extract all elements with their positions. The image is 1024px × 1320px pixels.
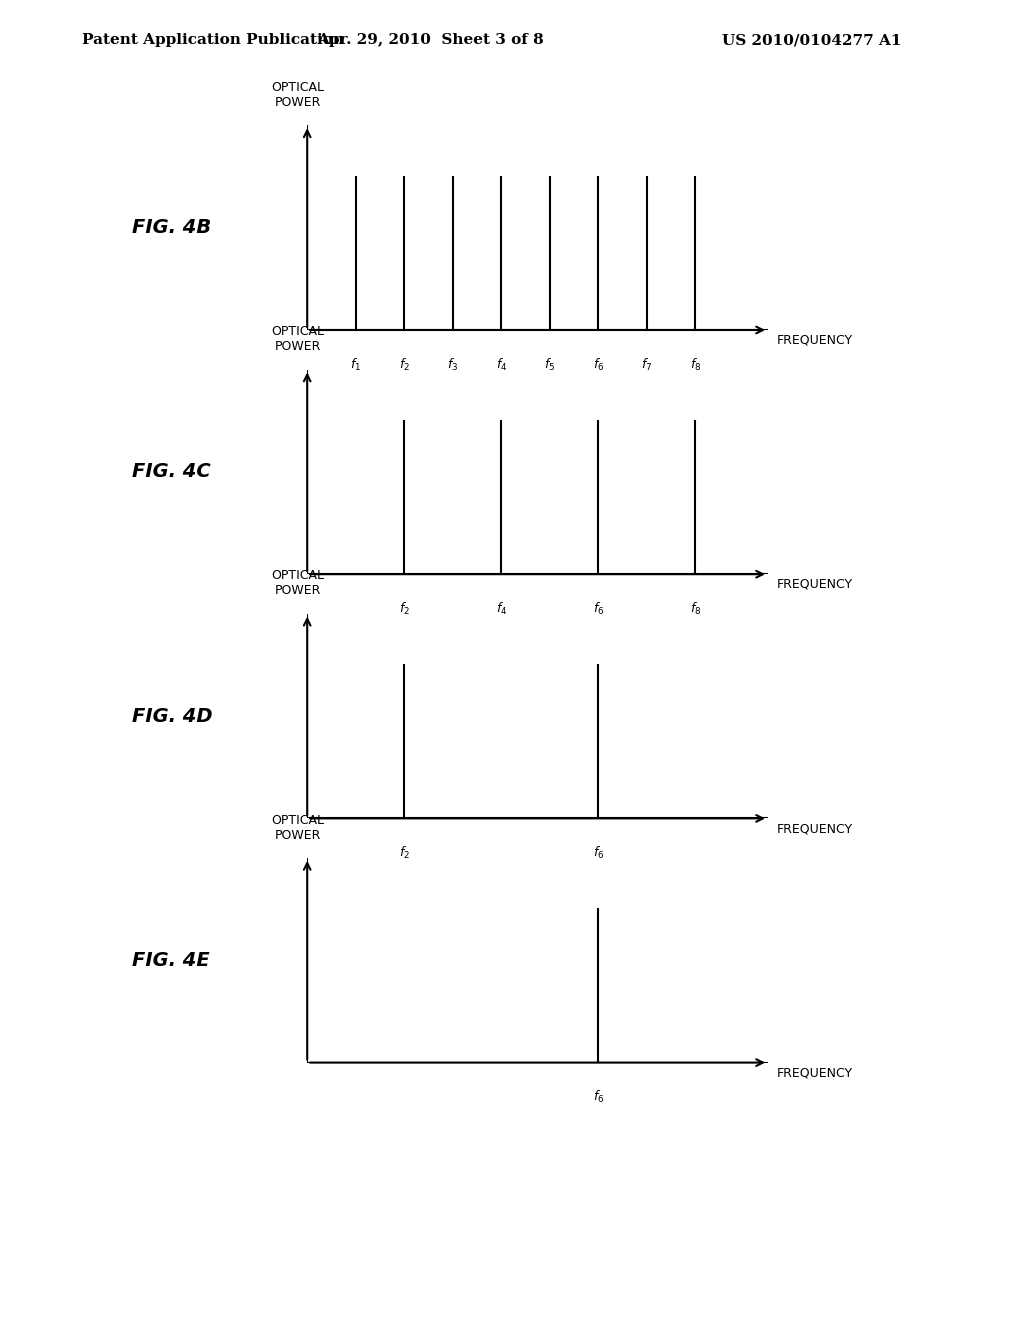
Text: $f_{2}$: $f_{2}$ [398,356,410,372]
Text: $f_{8}$: $f_{8}$ [689,356,701,372]
Text: FIG. 4E: FIG. 4E [132,950,210,970]
Text: Patent Application Publication: Patent Application Publication [82,33,344,48]
Text: US 2010/0104277 A1: US 2010/0104277 A1 [722,33,901,48]
Text: $f_{1}$: $f_{1}$ [350,356,361,372]
Text: $f_{4}$: $f_{4}$ [496,601,507,616]
Text: FIG. 4B: FIG. 4B [132,218,211,238]
Text: FREQUENCY: FREQUENCY [777,578,853,591]
Text: $f_{3}$: $f_{3}$ [447,356,459,372]
Text: OPTICAL
POWER: OPTICAL POWER [271,81,325,110]
Text: FREQUENCY: FREQUENCY [777,1067,853,1080]
Text: $f_{6}$: $f_{6}$ [593,601,604,616]
Text: $f_{5}$: $f_{5}$ [544,356,555,372]
Text: OPTICAL
POWER: OPTICAL POWER [271,813,325,842]
Text: $f_{6}$: $f_{6}$ [593,356,604,372]
Text: OPTICAL
POWER: OPTICAL POWER [271,569,325,598]
Text: FREQUENCY: FREQUENCY [777,822,853,836]
Text: $f_{8}$: $f_{8}$ [689,601,701,616]
Text: $f_{4}$: $f_{4}$ [496,356,507,372]
Text: $f_{2}$: $f_{2}$ [398,845,410,861]
Text: $f_{7}$: $f_{7}$ [641,356,652,372]
Text: $f_{6}$: $f_{6}$ [593,845,604,861]
Text: $f_{2}$: $f_{2}$ [398,601,410,616]
Text: FREQUENCY: FREQUENCY [777,334,853,347]
Text: $f_{6}$: $f_{6}$ [593,1089,604,1105]
Text: FIG. 4D: FIG. 4D [132,706,213,726]
Text: Apr. 29, 2010  Sheet 3 of 8: Apr. 29, 2010 Sheet 3 of 8 [316,33,544,48]
Text: OPTICAL
POWER: OPTICAL POWER [271,325,325,354]
Text: FIG. 4C: FIG. 4C [132,462,211,482]
